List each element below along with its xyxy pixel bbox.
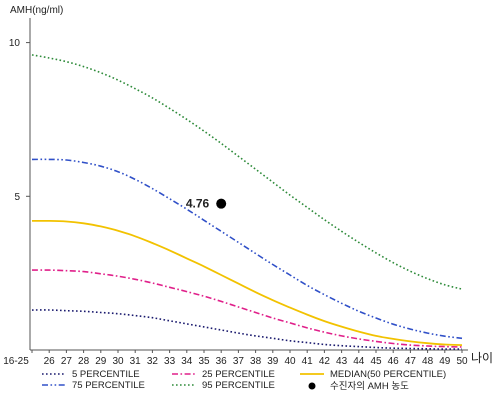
patient-amh-point [216, 198, 227, 209]
x-tick-label: 45 [370, 356, 382, 367]
marker-group: 4.76 [186, 197, 227, 211]
x-tick-label: 36 [216, 356, 228, 367]
legend-label: MEDIAN(50 PERCENTILE) [330, 369, 446, 380]
x-tick-label: 30 [112, 356, 124, 367]
x-tick-label: 27 [61, 356, 73, 367]
x-ticks: 16-25 26 27 28 29 30 31 32 33 34 35 36 37 38 39 40 41 42 4… [3, 350, 468, 367]
series-line-95-percentile [31, 54, 463, 290]
x-tick-label: 46 [388, 356, 400, 367]
series-line-5-percentile [31, 309, 462, 350]
series-line-75-percentile [31, 158, 463, 340]
patient-amh-value-label: 4.76 [186, 197, 210, 211]
legend: 5 PERCENTILE 25 PERCENTILE MEDIAN(50 PERCE… [42, 369, 446, 392]
x-tick-label: 37 [233, 356, 245, 367]
legend-label: 5 PERCENTILE [72, 369, 140, 380]
x-tick-label: 31 [130, 356, 142, 367]
y-ticks: 10 5 [9, 38, 30, 203]
x-tick-label: 42 [319, 356, 331, 367]
legend-label: 75 PERCENTILE [72, 380, 145, 391]
x-tick-label: 48 [422, 356, 434, 367]
x-tick-label: 33 [164, 356, 176, 367]
x-tick-label: 47 [405, 356, 417, 367]
legend-label: 95 PERCENTILE [202, 380, 275, 391]
x-tick-label: 50 [456, 356, 468, 367]
x-tick-label: 32 [147, 356, 159, 367]
y-axis-label: AMH(ng/ml) [10, 5, 63, 16]
x-tick-label: 39 [267, 356, 279, 367]
y-tick-label: 5 [14, 192, 20, 203]
x-tick-label: 43 [336, 356, 348, 367]
x-tick-label: 26 [44, 356, 56, 367]
series-line-median-50-percentile [31, 219, 463, 346]
x-tick-label: 44 [353, 356, 365, 367]
x-tick-label: 16-25 [3, 356, 29, 367]
y-tick-label: 10 [9, 38, 21, 49]
series-lines [31, 54, 463, 350]
x-tick-label: 41 [302, 356, 314, 367]
legend-marker-dot [308, 382, 316, 390]
x-axis-label: 나이 [471, 351, 493, 365]
legend-label: 25 PERCENTILE [202, 369, 275, 380]
legend-marker-label: 수진자의 AMH 농도 [330, 381, 409, 392]
series-line-25-percentile [31, 269, 463, 348]
x-tick-label: 28 [78, 356, 90, 367]
x-tick-label: 49 [439, 356, 451, 367]
x-tick-label: 34 [181, 356, 193, 367]
x-tick-label: 29 [95, 356, 107, 367]
x-tick-label: 40 [284, 356, 296, 367]
axes [29, 18, 468, 351]
x-tick-label: 38 [250, 356, 262, 367]
x-tick-label: 35 [198, 356, 210, 367]
